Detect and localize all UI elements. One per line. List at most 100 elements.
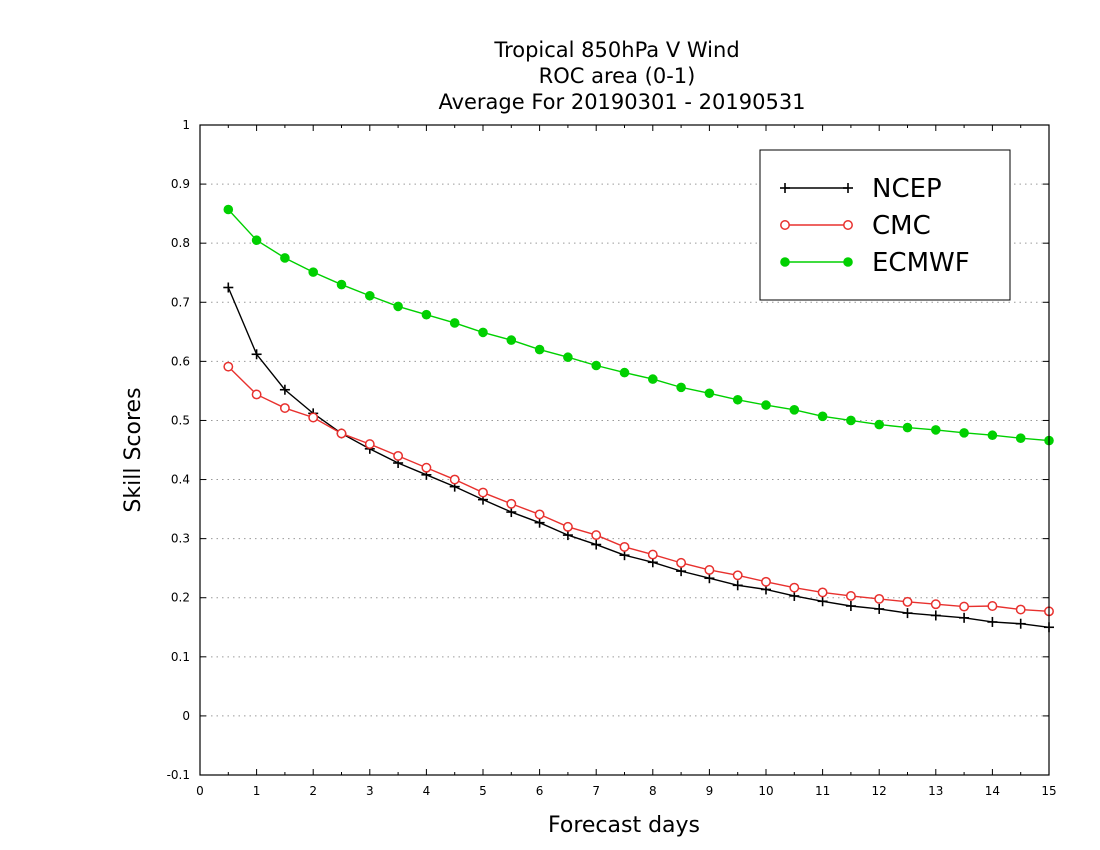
y-tick-label: -0.1 bbox=[167, 768, 190, 782]
x-tick-label: 2 bbox=[309, 784, 317, 798]
data-point-ecmwf bbox=[393, 301, 403, 312]
y-tick-label: 0.3 bbox=[171, 532, 190, 546]
x-tick-label: 11 bbox=[815, 784, 830, 798]
x-tick-label: 12 bbox=[872, 784, 887, 798]
series-ncep bbox=[223, 282, 1054, 633]
data-point-ecmwf bbox=[902, 422, 913, 433]
data-point-ecmwf bbox=[789, 405, 800, 415]
legend-label-ncep: NCEP bbox=[872, 174, 942, 204]
x-tick-label: 7 bbox=[592, 784, 600, 798]
data-point-ncep bbox=[279, 384, 290, 395]
data-point-ecmwf bbox=[280, 253, 290, 263]
data-point-ncep bbox=[1015, 618, 1026, 629]
data-point-ecmwf bbox=[959, 428, 969, 438]
data-point-cmc bbox=[506, 498, 517, 509]
data-point-ecmwf bbox=[563, 352, 573, 363]
legend-item-ncep: NCEP bbox=[780, 174, 942, 204]
x-tick-label: 9 bbox=[706, 784, 714, 798]
y-tick-label: 0.8 bbox=[171, 236, 190, 250]
x-tick-label: 13 bbox=[928, 784, 943, 798]
series-ecmwf bbox=[223, 204, 1054, 446]
x-tick-label: 4 bbox=[423, 784, 431, 798]
data-point-ncep bbox=[223, 282, 234, 293]
data-point-cmc bbox=[534, 509, 545, 520]
data-point-ncep bbox=[874, 603, 885, 614]
legend-item-ecmwf: ECMWF bbox=[780, 248, 970, 278]
data-point-cmc bbox=[562, 521, 573, 532]
data-point-ecmwf bbox=[931, 425, 941, 435]
x-tick-label: 0 bbox=[196, 784, 204, 798]
data-point-cmc bbox=[223, 361, 234, 372]
legend: NCEP CMC ECMWF bbox=[759, 149, 1011, 301]
data-point-cmc bbox=[704, 565, 715, 575]
data-point-ecmwf bbox=[449, 318, 460, 328]
data-point-ncep bbox=[817, 596, 828, 607]
series-cmc bbox=[223, 361, 1054, 617]
data-point-cmc bbox=[251, 389, 262, 400]
data-point-cmc bbox=[930, 599, 941, 610]
y-tick-label: 0.2 bbox=[171, 591, 190, 605]
data-point-cmc bbox=[478, 487, 488, 498]
x-tick-label: 14 bbox=[985, 784, 1000, 798]
x-tick-label: 10 bbox=[758, 784, 773, 798]
data-point-cmc bbox=[308, 412, 319, 423]
data-point-ecmwf bbox=[336, 279, 347, 290]
data-point-ecmwf bbox=[365, 290, 375, 301]
x-tick-label: 3 bbox=[366, 784, 374, 798]
data-point-cmc bbox=[902, 596, 913, 607]
legend-marker-ecmwf bbox=[843, 257, 853, 267]
data-point-ncep bbox=[251, 349, 262, 360]
y-tick-label: 0.9 bbox=[171, 177, 190, 191]
data-point-ecmwf bbox=[421, 309, 432, 320]
legend-marker-ecmwf bbox=[780, 257, 790, 267]
legend-marker-ncep bbox=[780, 183, 790, 193]
legend-item-cmc: CMC bbox=[780, 211, 931, 241]
data-point-ncep bbox=[930, 610, 941, 621]
data-point-ecmwf bbox=[251, 235, 262, 246]
legend-label-ecmwf: ECMWF bbox=[872, 248, 970, 278]
data-point-cmc bbox=[789, 582, 800, 593]
data-point-ncep bbox=[732, 580, 743, 591]
gridlines bbox=[200, 183, 1049, 717]
data-point-ecmwf bbox=[817, 411, 828, 422]
y-tick-label: 0.7 bbox=[171, 295, 190, 309]
x-tick-label: 1 bbox=[253, 784, 261, 798]
data-point-cmc bbox=[676, 557, 687, 568]
data-point-ecmwf bbox=[223, 204, 234, 215]
axes: -0.100.10.20.30.40.50.60.70.80.910 1 2 3 4 5 6… bbox=[167, 118, 1057, 798]
data-point-cmc bbox=[647, 549, 658, 560]
legend-label-cmc: CMC bbox=[872, 211, 931, 241]
x-axis-label: Forecast days bbox=[548, 813, 700, 838]
data-point-ecmwf bbox=[308, 267, 319, 277]
data-point-cmc bbox=[279, 403, 290, 413]
x-tick-label: 15 bbox=[1041, 784, 1056, 798]
data-point-cmc bbox=[817, 587, 828, 598]
y-tick-label: 1 bbox=[182, 118, 190, 132]
data-point-cmc bbox=[393, 450, 404, 461]
data-point-ecmwf bbox=[987, 430, 998, 441]
data-point-ecmwf bbox=[1015, 433, 1026, 443]
data-point-ecmwf bbox=[846, 415, 856, 426]
data-point-ecmwf bbox=[619, 367, 630, 378]
title-line-2: ROC area (0-1) bbox=[539, 64, 696, 88]
x-tick-label: 5 bbox=[479, 784, 487, 798]
data-point-ecmwf bbox=[478, 327, 488, 338]
data-point-cmc bbox=[591, 530, 602, 541]
data-point-ecmwf bbox=[704, 388, 715, 399]
data-point-ncep bbox=[959, 612, 970, 623]
data-point-cmc bbox=[1015, 604, 1026, 615]
y-axis-label: Skill Scores bbox=[121, 387, 146, 512]
data-point-ecmwf bbox=[761, 400, 771, 410]
data-point-ncep bbox=[845, 601, 856, 611]
data-point-cmc bbox=[336, 428, 347, 439]
data-point-ecmwf bbox=[676, 382, 686, 393]
y-tick-label: 0.1 bbox=[171, 650, 190, 664]
data-point-ncep bbox=[987, 616, 998, 627]
data-point-cmc bbox=[364, 439, 375, 450]
data-point-ecmwf bbox=[732, 394, 743, 405]
data-point-ncep bbox=[902, 608, 913, 619]
plot-frame bbox=[199, 124, 1050, 776]
data-point-cmc bbox=[449, 474, 460, 485]
legend-marker-cmc bbox=[780, 220, 790, 230]
